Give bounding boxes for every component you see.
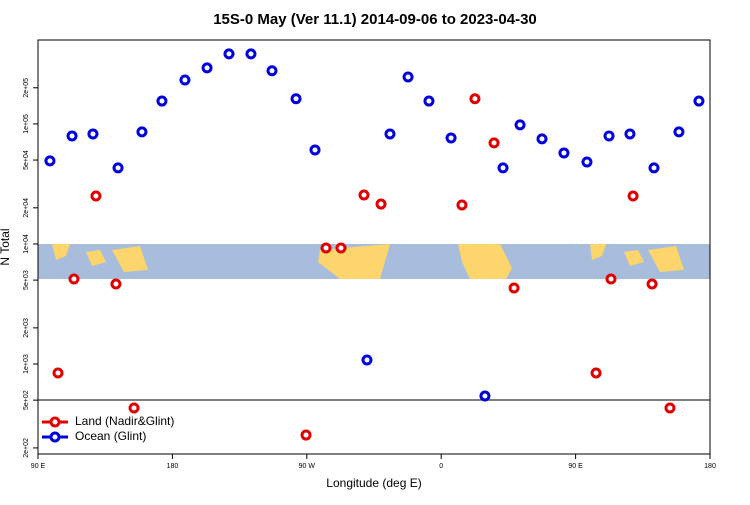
point bbox=[110, 278, 122, 290]
point bbox=[201, 62, 213, 74]
point bbox=[624, 128, 636, 140]
legend-label: Ocean (Glint) bbox=[75, 429, 146, 443]
point bbox=[648, 162, 660, 174]
point bbox=[335, 242, 347, 254]
x-axis-label: Longitude (deg E) bbox=[326, 476, 421, 490]
point bbox=[581, 156, 593, 168]
y-axis-label: N Total bbox=[0, 228, 12, 265]
y-tick-label: 5e+04 bbox=[23, 150, 30, 170]
y-tick-label: 1e+05 bbox=[23, 114, 30, 134]
point bbox=[179, 74, 191, 86]
point bbox=[558, 147, 570, 159]
point bbox=[156, 95, 168, 107]
point bbox=[361, 354, 373, 366]
point bbox=[456, 199, 468, 211]
map-strip bbox=[38, 244, 710, 279]
y-tick-label: 2e+04 bbox=[23, 198, 30, 218]
point bbox=[488, 137, 500, 149]
point bbox=[508, 282, 520, 294]
point bbox=[605, 273, 617, 285]
chart-title: 15S-0 May (Ver 11.1) 2014-09-06 to 2023-… bbox=[213, 11, 537, 28]
y-tick-label: 2e+05 bbox=[23, 78, 30, 98]
point bbox=[112, 162, 124, 174]
point bbox=[693, 95, 705, 107]
point bbox=[300, 429, 312, 441]
point bbox=[423, 95, 435, 107]
point bbox=[90, 190, 102, 202]
legend-marker bbox=[49, 431, 61, 443]
point bbox=[445, 132, 457, 144]
y-tick-label: 2e+02 bbox=[23, 438, 30, 458]
x-tick-label: 90 W bbox=[299, 463, 316, 470]
y-tick-label: 5e+03 bbox=[23, 270, 30, 290]
y-tick-label: 2e+03 bbox=[23, 318, 30, 338]
y-tick-label: 5e+02 bbox=[23, 390, 30, 410]
x-tick-label: 180 bbox=[704, 463, 716, 470]
point bbox=[603, 130, 615, 142]
point bbox=[136, 126, 148, 138]
point bbox=[469, 93, 481, 105]
point bbox=[128, 402, 140, 414]
x-tick-label: 90 E bbox=[31, 463, 46, 470]
point bbox=[514, 119, 526, 131]
legend-label: Land (Nadir&Glint) bbox=[75, 414, 174, 428]
point bbox=[245, 48, 257, 60]
point bbox=[479, 390, 491, 402]
point bbox=[290, 93, 302, 105]
point bbox=[375, 198, 387, 210]
x-tick-label: 90 E bbox=[568, 463, 583, 470]
y-tick-label: 1e+03 bbox=[23, 354, 30, 374]
point bbox=[66, 130, 78, 142]
point bbox=[536, 133, 548, 145]
point bbox=[646, 278, 658, 290]
point bbox=[223, 48, 235, 60]
legend-marker bbox=[49, 416, 61, 428]
point bbox=[673, 126, 685, 138]
point bbox=[497, 162, 509, 174]
point bbox=[402, 71, 414, 83]
land bbox=[52, 244, 684, 279]
x-tick-label: 180 bbox=[167, 463, 179, 470]
point bbox=[627, 190, 639, 202]
point bbox=[44, 155, 56, 167]
point bbox=[590, 367, 602, 379]
point bbox=[266, 65, 278, 77]
point bbox=[358, 189, 370, 201]
point bbox=[68, 273, 80, 285]
plot-frame bbox=[37, 39, 711, 455]
point bbox=[87, 128, 99, 140]
point bbox=[320, 242, 332, 254]
point bbox=[664, 402, 676, 414]
point bbox=[52, 367, 64, 379]
x-tick-label: 0 bbox=[439, 463, 443, 470]
point bbox=[309, 144, 321, 156]
point bbox=[384, 128, 396, 140]
y-tick-label: 1e+04 bbox=[23, 234, 30, 254]
